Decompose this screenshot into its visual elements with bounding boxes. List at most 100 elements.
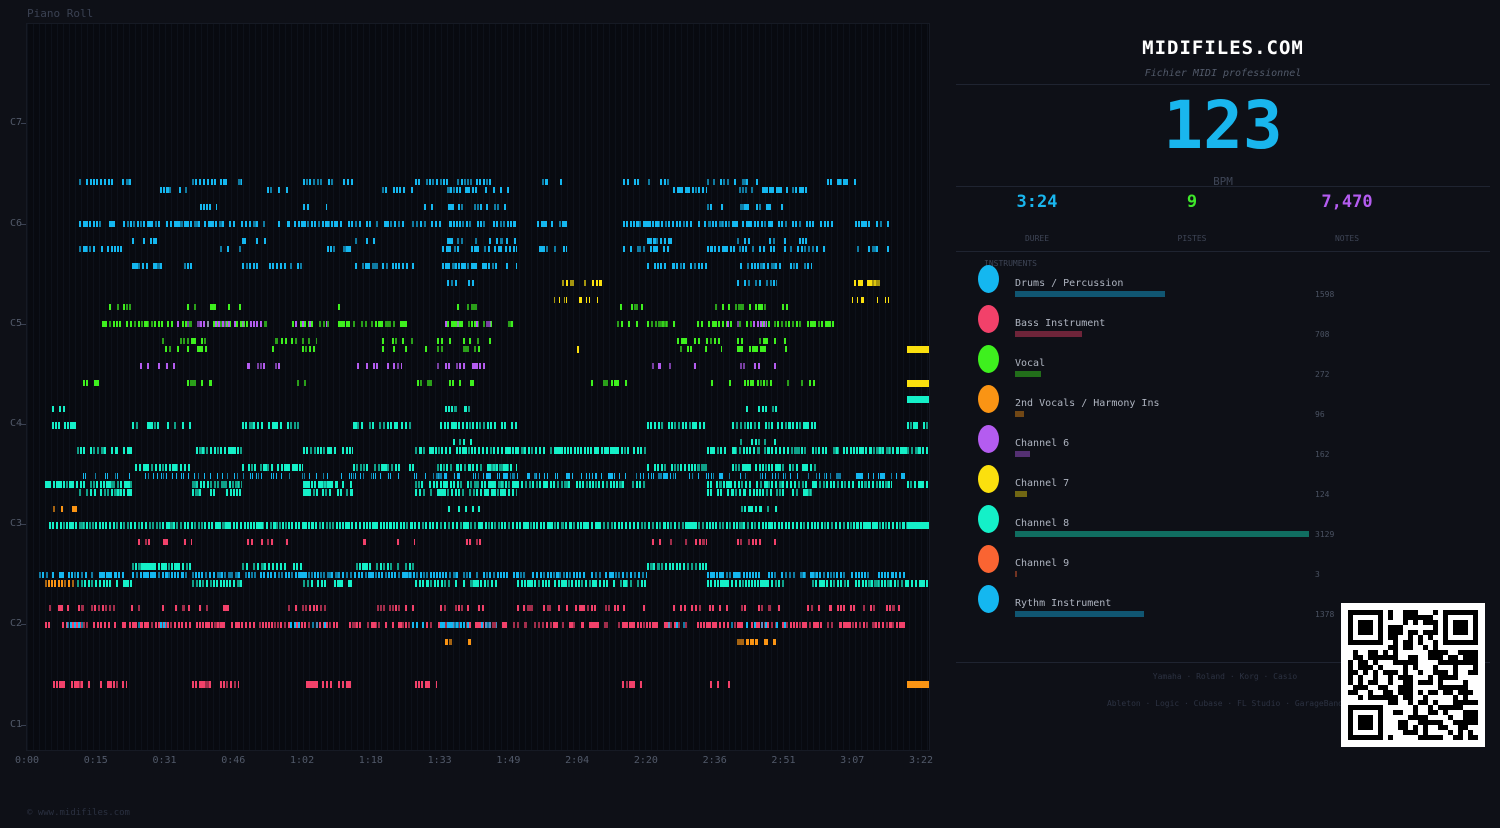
midi-note: [814, 522, 816, 529]
midi-note: [187, 338, 189, 344]
midi-note: [710, 204, 712, 210]
midi-note: [508, 489, 510, 496]
midi-note: [849, 622, 851, 628]
midi-note: [756, 204, 758, 210]
midi-note: [49, 605, 51, 611]
midi-note: [745, 187, 747, 193]
midi-note: [506, 238, 508, 244]
midi-note: [398, 622, 402, 628]
midi-note: [867, 24, 868, 750]
midi-note: [369, 563, 371, 570]
midi-note: [340, 489, 342, 496]
midi-note: [463, 439, 465, 445]
midi-note: [741, 605, 743, 611]
qr-code[interactable]: [1341, 603, 1485, 747]
midi-note: [225, 24, 226, 750]
midi-note: [743, 572, 745, 578]
midi-note: [754, 422, 756, 429]
qr-module: [1468, 670, 1473, 675]
midi-note: [712, 605, 714, 611]
midi-note: [907, 481, 909, 488]
piano-roll-grid[interactable]: [26, 23, 930, 751]
qr-module: [1468, 650, 1473, 655]
midi-note: [695, 563, 697, 570]
midi-note: [456, 464, 459, 471]
midi-note: [481, 481, 483, 488]
midi-note: [859, 473, 863, 479]
midi-note: [710, 246, 713, 252]
midi-note: [51, 580, 53, 587]
midi-note: [457, 238, 459, 244]
midi-note: [717, 24, 718, 750]
midi-note: [253, 221, 258, 227]
midi-note: [162, 464, 164, 471]
midi-note: [60, 522, 62, 529]
midi-note: [469, 489, 471, 496]
midi-note: [392, 622, 394, 628]
midi-note: [776, 489, 778, 496]
midi-note: [129, 179, 131, 185]
midi-note: [96, 221, 98, 227]
midi-note: [830, 580, 832, 587]
midi-note: [889, 605, 891, 611]
midi-note: [636, 221, 639, 227]
midi-note: [217, 481, 219, 488]
midi-note: [216, 580, 218, 587]
midi-note: [562, 280, 564, 286]
midi-note: [683, 563, 685, 570]
midi-note: [775, 580, 777, 587]
midi-note: [688, 464, 690, 471]
midi-note: [799, 321, 801, 327]
midi-note: [457, 473, 460, 479]
midi-note: [500, 489, 506, 496]
midi-note: [765, 187, 767, 193]
midi-note: [272, 263, 274, 269]
midi-note: [207, 24, 208, 750]
midi-note: [707, 246, 709, 252]
midi-note: [466, 422, 468, 429]
midi-note: [615, 24, 616, 750]
midi-note: [856, 473, 861, 479]
midi-note: [197, 321, 201, 327]
midi-note: [728, 681, 730, 688]
midi-note: [196, 481, 198, 488]
midi-note: [757, 380, 759, 386]
midi-note: [710, 447, 715, 454]
midi-note: [745, 481, 747, 488]
midi-note: [516, 263, 517, 269]
midi-note: [256, 221, 258, 227]
midi-note: [855, 580, 857, 587]
midi-note: [761, 605, 763, 611]
midi-note: [375, 622, 377, 628]
midi-note: [768, 422, 770, 429]
midi-note: [295, 321, 297, 327]
midi-note: [563, 572, 565, 578]
midi-note: [355, 522, 357, 529]
midi-note: [422, 622, 424, 628]
midi-note: [154, 572, 156, 578]
midi-note: [227, 473, 228, 479]
midi-note: [604, 622, 608, 628]
midi-note: [143, 221, 145, 227]
midi-note: [554, 297, 555, 303]
midi-note: [657, 464, 659, 471]
midi-note: [436, 522, 438, 529]
midi-note: [253, 522, 255, 529]
midi-note: [92, 522, 94, 529]
midi-note: [722, 246, 728, 252]
midi-note: [366, 464, 368, 471]
midi-note: [567, 447, 569, 454]
qr-module: [1388, 645, 1393, 650]
midi-note: [739, 187, 741, 193]
midi-note: [735, 221, 737, 227]
qr-module: [1448, 705, 1453, 710]
midi-note: [743, 363, 745, 369]
midi-note: [630, 572, 632, 578]
midi-note: [381, 572, 383, 578]
midi-note: [291, 522, 293, 529]
midi-note: [825, 24, 826, 750]
midi-note: [507, 221, 509, 227]
midi-note: [483, 221, 485, 227]
midi-note: [221, 572, 223, 578]
midi-note: [695, 605, 697, 611]
